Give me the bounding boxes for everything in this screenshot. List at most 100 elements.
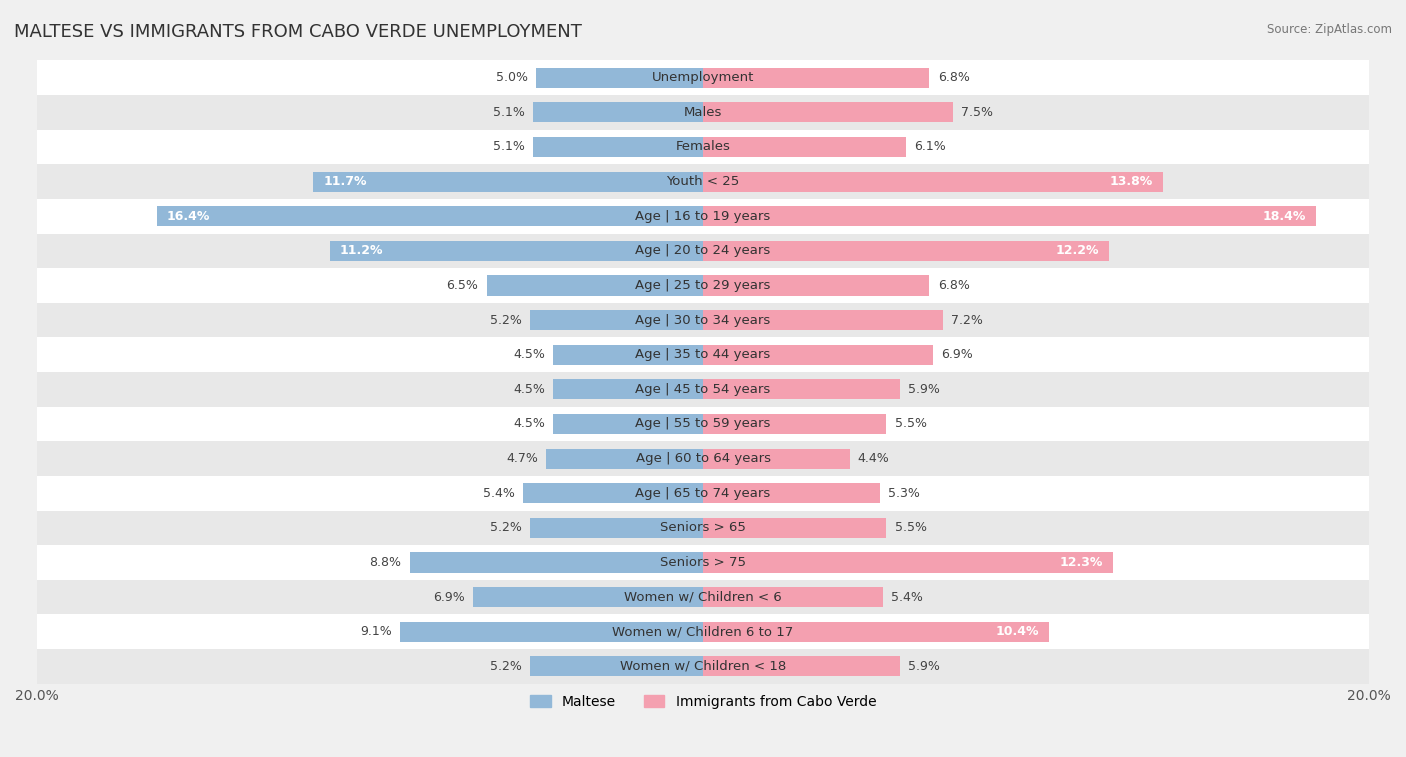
Bar bbox=[486, 276, 703, 295]
Text: 12.3%: 12.3% bbox=[1059, 556, 1102, 569]
Text: 10.4%: 10.4% bbox=[995, 625, 1039, 638]
Bar bbox=[314, 172, 703, 192]
Bar bbox=[703, 621, 1049, 642]
Text: 5.2%: 5.2% bbox=[489, 313, 522, 326]
Bar bbox=[537, 67, 703, 88]
Bar bbox=[37, 372, 1369, 407]
Bar bbox=[37, 303, 1369, 338]
Text: 4.5%: 4.5% bbox=[513, 418, 544, 431]
Bar bbox=[37, 129, 1369, 164]
Bar bbox=[703, 276, 929, 295]
Text: 5.1%: 5.1% bbox=[494, 141, 524, 154]
Text: 8.8%: 8.8% bbox=[370, 556, 402, 569]
Text: Age | 30 to 34 years: Age | 30 to 34 years bbox=[636, 313, 770, 326]
Bar bbox=[703, 206, 1316, 226]
Bar bbox=[37, 580, 1369, 615]
Bar bbox=[530, 518, 703, 538]
Bar bbox=[37, 545, 1369, 580]
Text: 5.1%: 5.1% bbox=[494, 106, 524, 119]
Text: 13.8%: 13.8% bbox=[1109, 175, 1153, 188]
Text: Age | 65 to 74 years: Age | 65 to 74 years bbox=[636, 487, 770, 500]
Bar bbox=[553, 379, 703, 400]
Text: 5.2%: 5.2% bbox=[489, 660, 522, 673]
Text: 16.4%: 16.4% bbox=[167, 210, 209, 223]
Bar bbox=[533, 102, 703, 123]
Bar bbox=[37, 476, 1369, 510]
Bar bbox=[37, 199, 1369, 234]
Text: 5.5%: 5.5% bbox=[894, 418, 927, 431]
Bar bbox=[37, 268, 1369, 303]
Bar bbox=[411, 553, 703, 572]
Text: 4.4%: 4.4% bbox=[858, 452, 890, 465]
Text: Males: Males bbox=[683, 106, 723, 119]
Bar bbox=[703, 379, 900, 400]
Bar bbox=[530, 656, 703, 677]
Bar bbox=[37, 61, 1369, 95]
Text: 6.5%: 6.5% bbox=[446, 279, 478, 292]
Bar bbox=[37, 649, 1369, 684]
Text: Age | 60 to 64 years: Age | 60 to 64 years bbox=[636, 452, 770, 465]
Text: 5.0%: 5.0% bbox=[496, 71, 529, 84]
Text: 18.4%: 18.4% bbox=[1263, 210, 1306, 223]
Bar bbox=[703, 172, 1163, 192]
Text: Age | 35 to 44 years: Age | 35 to 44 years bbox=[636, 348, 770, 361]
Bar bbox=[37, 407, 1369, 441]
Bar bbox=[703, 449, 849, 469]
Text: 6.8%: 6.8% bbox=[938, 71, 970, 84]
Bar bbox=[37, 441, 1369, 476]
Text: 5.9%: 5.9% bbox=[908, 660, 939, 673]
Bar bbox=[703, 483, 880, 503]
Bar bbox=[703, 587, 883, 607]
Bar bbox=[703, 414, 886, 434]
Text: Seniors > 75: Seniors > 75 bbox=[659, 556, 747, 569]
Text: 5.2%: 5.2% bbox=[489, 522, 522, 534]
Bar bbox=[703, 67, 929, 88]
Text: 11.7%: 11.7% bbox=[323, 175, 367, 188]
Bar bbox=[37, 95, 1369, 129]
Bar bbox=[330, 241, 703, 261]
Bar bbox=[703, 553, 1112, 572]
Text: 4.5%: 4.5% bbox=[513, 348, 544, 361]
Text: 5.4%: 5.4% bbox=[891, 590, 924, 603]
Text: Women w/ Children < 18: Women w/ Children < 18 bbox=[620, 660, 786, 673]
Text: 5.5%: 5.5% bbox=[894, 522, 927, 534]
Text: 4.7%: 4.7% bbox=[506, 452, 538, 465]
Text: Seniors > 65: Seniors > 65 bbox=[659, 522, 747, 534]
Bar bbox=[703, 310, 943, 330]
Bar bbox=[703, 137, 907, 157]
Bar bbox=[703, 102, 953, 123]
Text: 11.2%: 11.2% bbox=[340, 245, 384, 257]
Text: 12.2%: 12.2% bbox=[1056, 245, 1099, 257]
Text: Unemployment: Unemployment bbox=[652, 71, 754, 84]
Bar bbox=[37, 338, 1369, 372]
Text: 5.4%: 5.4% bbox=[482, 487, 515, 500]
Text: Age | 55 to 59 years: Age | 55 to 59 years bbox=[636, 418, 770, 431]
Bar bbox=[474, 587, 703, 607]
Text: 5.3%: 5.3% bbox=[887, 487, 920, 500]
Bar bbox=[523, 483, 703, 503]
Text: Age | 25 to 29 years: Age | 25 to 29 years bbox=[636, 279, 770, 292]
Bar bbox=[37, 615, 1369, 649]
Bar bbox=[547, 449, 703, 469]
Text: 6.8%: 6.8% bbox=[938, 279, 970, 292]
Text: Age | 20 to 24 years: Age | 20 to 24 years bbox=[636, 245, 770, 257]
Bar bbox=[399, 621, 703, 642]
Bar bbox=[37, 234, 1369, 268]
Text: Females: Females bbox=[675, 141, 731, 154]
Bar bbox=[37, 164, 1369, 199]
Text: 4.5%: 4.5% bbox=[513, 383, 544, 396]
Bar bbox=[703, 344, 932, 365]
Bar bbox=[553, 414, 703, 434]
Text: 6.9%: 6.9% bbox=[941, 348, 973, 361]
Bar bbox=[703, 656, 900, 677]
Text: 5.9%: 5.9% bbox=[908, 383, 939, 396]
Text: Age | 16 to 19 years: Age | 16 to 19 years bbox=[636, 210, 770, 223]
Text: 7.5%: 7.5% bbox=[962, 106, 993, 119]
Bar bbox=[703, 518, 886, 538]
Text: Youth < 25: Youth < 25 bbox=[666, 175, 740, 188]
Bar bbox=[553, 344, 703, 365]
Bar bbox=[37, 510, 1369, 545]
Text: 6.9%: 6.9% bbox=[433, 590, 465, 603]
Bar bbox=[703, 241, 1109, 261]
Legend: Maltese, Immigrants from Cabo Verde: Maltese, Immigrants from Cabo Verde bbox=[524, 689, 882, 714]
